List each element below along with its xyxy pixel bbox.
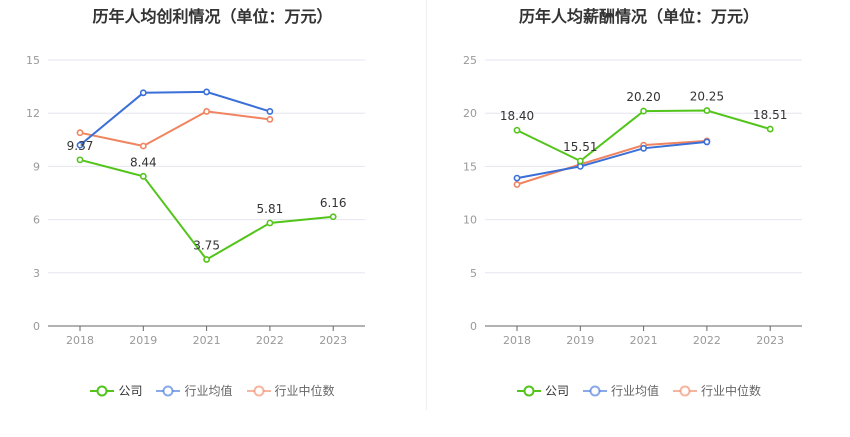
x-tick-label: 2021 (193, 334, 221, 347)
legend-label: 行业均值 (184, 384, 233, 398)
legend-swatch (673, 385, 697, 396)
data-label: 5.81 (257, 202, 284, 216)
legend-item[interactable]: 行业中位数 (673, 382, 761, 399)
data-label: 8.44 (130, 155, 157, 169)
legend-swatch (246, 385, 271, 396)
data-point (513, 174, 521, 182)
legend-swatch (516, 385, 541, 396)
y-tick-label: 3 (33, 267, 40, 280)
data-point (76, 156, 84, 164)
legend-swatch-marker (162, 385, 174, 396)
y-tick-label: 9 (33, 160, 40, 173)
legend-swatch (156, 385, 181, 396)
data-point (266, 116, 274, 123)
legend-item[interactable]: 公司 (90, 382, 142, 399)
x-tick-label: 2018 (66, 334, 94, 347)
plot-area: 0 3 6 9 12 15 2018 2019 2021 2022 2023 9.37 8.44 3.75… (26, 54, 365, 347)
legend-swatch-marker (523, 385, 535, 396)
legend-swatch-marker (96, 385, 108, 396)
legend-label: 行业均值 (610, 384, 659, 398)
data-label: 3.75 (193, 239, 220, 253)
data-label: 20.25 (690, 90, 724, 104)
data-point (266, 108, 274, 115)
data-point (139, 142, 147, 150)
data-point (576, 162, 584, 170)
data-label: 18.51 (753, 108, 787, 122)
y-tick-label: 20 (463, 107, 477, 120)
data-point (203, 88, 210, 96)
series-line-1 (516, 140, 708, 180)
data-point (266, 219, 274, 227)
legend-label: 公司 (544, 384, 569, 398)
series-line-2 (516, 139, 707, 186)
data-point (76, 129, 84, 137)
legend-item[interactable]: 行业中位数 (246, 382, 335, 399)
plot-area: 0 5 10 15 20 25 2018 2019 2021 2022 2023 18.40 15.51… (463, 54, 802, 347)
legend: 公司 行业均值 行业中位数 (0, 382, 425, 399)
data-label: 18.40 (500, 109, 534, 123)
data-point (139, 172, 147, 180)
legend-swatch-marker (253, 385, 264, 396)
data-point (576, 157, 584, 165)
legend-swatch (90, 385, 115, 396)
x-tick-label: 2019 (566, 334, 594, 347)
chart-title: 历年人均创利情况（单位：万元） (92, 7, 333, 26)
legend: 公司 行业均值 行业中位数 (428, 382, 850, 399)
x-tick-label: 2023 (319, 334, 347, 347)
y-tick-label: 10 (463, 214, 477, 227)
legend-item[interactable]: 公司 (516, 382, 569, 399)
legend-label: 行业中位数 (701, 384, 762, 398)
data-label: 9.37 (67, 139, 94, 153)
data-point (203, 256, 210, 263)
data-point (640, 144, 647, 152)
data-point (766, 125, 774, 133)
series-line-0 (516, 109, 771, 163)
series-line-2 (79, 110, 271, 148)
data-point (703, 138, 711, 146)
y-tick-label: 15 (463, 160, 477, 173)
legend-swatch-marker (589, 385, 601, 396)
y-tick-label: 5 (470, 267, 477, 280)
legend-item[interactable]: 行业均值 (582, 382, 659, 399)
data-label: 6.16 (320, 196, 347, 210)
data-label: 15.51 (563, 140, 597, 154)
data-point (513, 181, 521, 188)
legend-swatch-marker (679, 385, 691, 396)
x-tick-label: 2018 (503, 334, 531, 347)
series-line-1 (79, 90, 271, 146)
y-tick-label: 12 (26, 107, 40, 120)
data-point (329, 213, 337, 221)
data-point (203, 108, 210, 115)
x-tick-label: 2021 (630, 334, 658, 347)
legend-swatch (582, 385, 607, 396)
y-tick-label: 25 (463, 54, 477, 67)
legend-label: 行业中位数 (274, 384, 335, 398)
legend-label: 公司 (118, 384, 143, 398)
chart-left: 历年人均创利情况（单位：万元） 0 3 6 9 12 15 2018 2019 2021 2022… (0, 7, 425, 399)
panel-divider (426, 0, 427, 410)
legend-item[interactable]: 行业均值 (156, 382, 233, 399)
chart-title: 历年人均薪酬情况（单位：万元） (518, 7, 759, 26)
x-tick-label: 2023 (756, 334, 784, 347)
x-tick-label: 2019 (129, 334, 157, 347)
x-tick-label: 2022 (693, 334, 721, 347)
data-point (139, 89, 147, 97)
y-tick-label: 0 (33, 320, 40, 333)
data-point (703, 107, 711, 114)
chart-right: 历年人均薪酬情况（单位：万元） 0 5 10 15 20 25 2018 2019 2021 20… (428, 0, 850, 437)
y-tick-label: 15 (26, 54, 40, 67)
data-point (640, 107, 647, 115)
data-label: 20.20 (626, 90, 660, 104)
data-point (513, 126, 521, 134)
y-tick-label: 6 (33, 214, 40, 227)
data-point (76, 141, 84, 149)
y-tick-label: 0 (470, 320, 477, 333)
x-tick-label: 2022 (256, 334, 284, 347)
